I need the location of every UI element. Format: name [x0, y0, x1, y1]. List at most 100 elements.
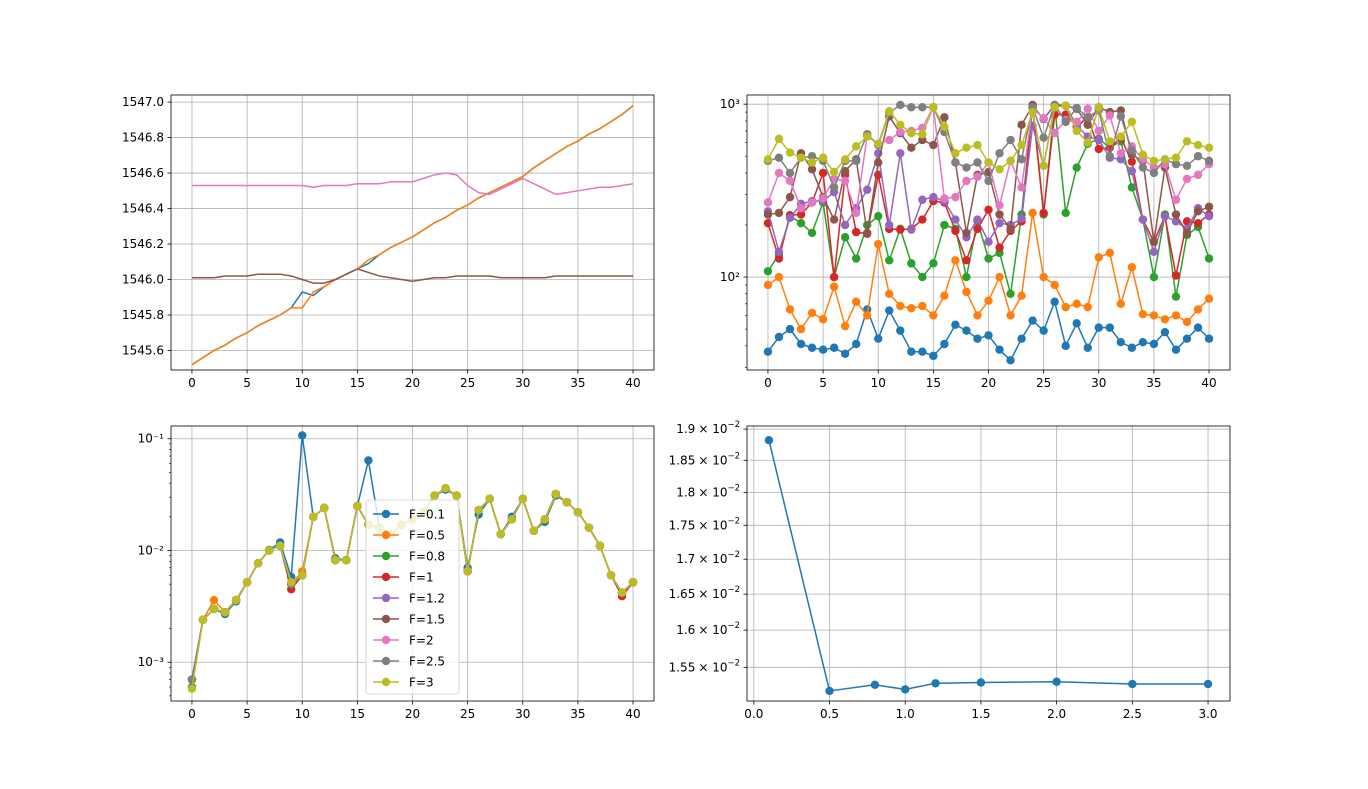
data-point [1193, 323, 1203, 332]
y-tick-mantissa: 1.9 [676, 422, 695, 436]
y-tick-label: 1545.8 [122, 308, 164, 322]
data-point [1039, 326, 1048, 335]
data-point [774, 208, 784, 218]
data-point [818, 168, 828, 178]
data-point [1061, 101, 1070, 110]
y-tick-mantissa: 1.55 [669, 660, 696, 674]
data-point [1039, 208, 1048, 218]
data-point [907, 304, 916, 313]
data-point [940, 113, 949, 122]
data-point [309, 512, 318, 522]
data-point [209, 595, 219, 605]
data-point [1050, 280, 1059, 290]
data-point [275, 541, 285, 551]
data-point [1061, 208, 1070, 218]
data-point [1039, 133, 1048, 142]
y-tick-label: 1.9 × 10−2 [676, 420, 740, 436]
data-point [984, 331, 993, 340]
legend-label: F=0.1 [409, 508, 445, 522]
data-point [1127, 183, 1137, 192]
data-point [874, 139, 883, 148]
data-point [1116, 112, 1126, 121]
data-point [995, 218, 1004, 228]
data-point [918, 135, 927, 145]
data-point [962, 143, 971, 152]
data-point [1094, 103, 1103, 112]
data-point [1182, 228, 1192, 238]
data-point [763, 155, 773, 164]
x-tick-label: 40 [625, 376, 640, 390]
data-point [896, 127, 905, 137]
data-point [818, 194, 828, 203]
data-point [1149, 247, 1159, 256]
data-point [807, 228, 817, 238]
y-tick-label: 1.85 × 10−2 [669, 451, 740, 467]
data-point [918, 103, 927, 112]
x-tick-label: 2.0 [1047, 707, 1066, 721]
data-point [829, 167, 839, 177]
series-line [191, 105, 634, 366]
data-point [1028, 107, 1037, 117]
data-point [606, 571, 616, 580]
data-point [507, 515, 516, 524]
data-point [829, 343, 839, 352]
data-point [774, 247, 784, 256]
x-tick-label: 0 [188, 376, 196, 390]
data-point [929, 192, 938, 202]
x-tick-label: 30 [1091, 376, 1106, 390]
data-point [1149, 311, 1159, 320]
data-point [851, 142, 861, 151]
data-point [973, 140, 982, 150]
data-point [1127, 117, 1137, 127]
data-point [242, 578, 252, 587]
data-point [874, 239, 883, 249]
data-point [940, 339, 949, 349]
data-point [1039, 161, 1048, 171]
data-point [198, 615, 208, 624]
data-point [1116, 299, 1126, 309]
data-point [973, 172, 982, 182]
x-tick-label: 5 [819, 376, 827, 390]
data-point [785, 192, 795, 202]
data-point [931, 679, 940, 688]
x-tick-label: 0.0 [744, 707, 763, 721]
data-point [940, 291, 949, 300]
data-point [1105, 111, 1115, 120]
legend-swatch-marker [381, 593, 391, 603]
data-point [1193, 207, 1203, 216]
data-point [901, 685, 910, 694]
data-point [785, 213, 795, 223]
data-point [1083, 113, 1092, 122]
data-point [1160, 315, 1170, 324]
y-tick-label: 10⁻³ [138, 655, 165, 669]
data-point [796, 218, 806, 228]
data-point [885, 220, 894, 230]
legend-swatch-marker [381, 635, 391, 645]
data-point [818, 153, 828, 162]
data-point [1127, 166, 1137, 176]
data-point [1204, 211, 1214, 221]
data-point [1160, 327, 1170, 337]
data-point [807, 308, 817, 318]
data-point [929, 103, 938, 112]
y-tick-base: × 10 [698, 623, 727, 637]
data-point [1204, 156, 1214, 166]
y-tick-label: 1547.0 [122, 95, 164, 109]
data-point [840, 176, 850, 186]
data-point [918, 195, 927, 204]
data-point [1017, 140, 1026, 150]
data-point [562, 498, 572, 507]
data-point [851, 254, 861, 263]
data-point [1094, 253, 1103, 262]
legend-label: F=2.5 [409, 655, 445, 669]
data-point [1072, 126, 1081, 136]
data-point [1160, 211, 1170, 221]
data-point [851, 297, 861, 306]
x-tick-label: 10 [295, 707, 310, 721]
data-point [818, 345, 828, 354]
data-point [973, 215, 982, 224]
data-point [1072, 163, 1081, 172]
data-point [825, 686, 834, 696]
data-point [1171, 345, 1181, 354]
y-tick-label: 1.75 × 10−2 [669, 516, 740, 532]
